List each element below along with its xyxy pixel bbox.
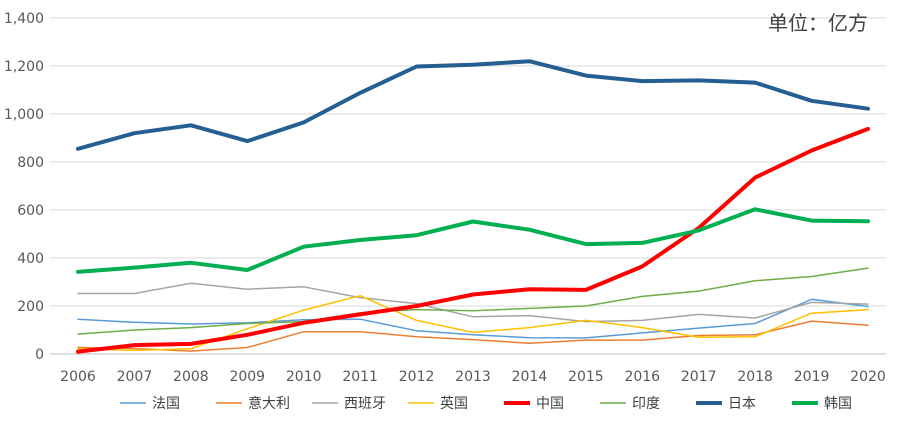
series-line-意大利: [77, 320, 869, 352]
y-tick-label: 800: [17, 155, 44, 171]
x-tick-label: 2010: [286, 369, 322, 385]
x-tick-label: 2015: [568, 369, 604, 385]
y-tick-label: 1,400: [4, 11, 44, 27]
legend-label: 法国: [152, 396, 180, 412]
legend-label: 意大利: [248, 395, 290, 412]
legend: 法国 意大利 西班牙 英国 中国 印度 日本 韩国: [120, 395, 852, 412]
legend-label: 日本: [728, 396, 756, 412]
legend-label: 西班牙: [344, 396, 386, 412]
x-tick-label: 2020: [850, 369, 886, 385]
series-line-韩国: [76, 207, 870, 274]
x-tick-label: 2012: [399, 369, 435, 385]
series-line-印度: [77, 267, 869, 335]
y-axis-ticks: 0 200 400 600 800 1,000 1,200 1,400: [4, 11, 44, 363]
x-tick-label: 2007: [117, 369, 153, 385]
y-tick-label: 200: [17, 299, 44, 315]
y-tick-label: 0: [35, 347, 44, 363]
y-tick-label: 1,000: [4, 107, 44, 123]
x-tick-label: 2016: [624, 369, 660, 385]
x-tick-label: 2008: [173, 369, 209, 385]
x-tick-label: 2019: [794, 369, 830, 385]
series-line-西班牙: [77, 282, 869, 323]
legend-label: 印度: [632, 396, 660, 412]
legend-label: 中国: [536, 396, 564, 412]
y-tick-label: 600: [17, 203, 44, 219]
series-line-中国: [76, 126, 870, 354]
x-axis-ticks: 2006 2007 2008 2009 2010 2011 2012 2013 2014 2015…: [60, 369, 886, 385]
x-tick-label: 2018: [737, 369, 773, 385]
x-tick-label: 2011: [342, 369, 378, 385]
legend-label: 英国: [440, 395, 468, 412]
x-tick-label: 2009: [229, 369, 265, 385]
x-tick-label: 2014: [512, 369, 548, 385]
y-tick-label: 400: [17, 251, 44, 267]
x-tick-label: 2013: [455, 369, 491, 385]
y-tick-label: 1,200: [4, 59, 44, 75]
series-lines: [76, 59, 870, 354]
x-tick-label: 2017: [681, 369, 717, 385]
series-line-法国: [77, 298, 869, 339]
unit-label: 单位：亿方: [768, 11, 868, 35]
series-line-日本: [76, 59, 870, 151]
legend-label: 韩国: [824, 396, 852, 412]
x-tick-label: 2006: [60, 369, 96, 385]
